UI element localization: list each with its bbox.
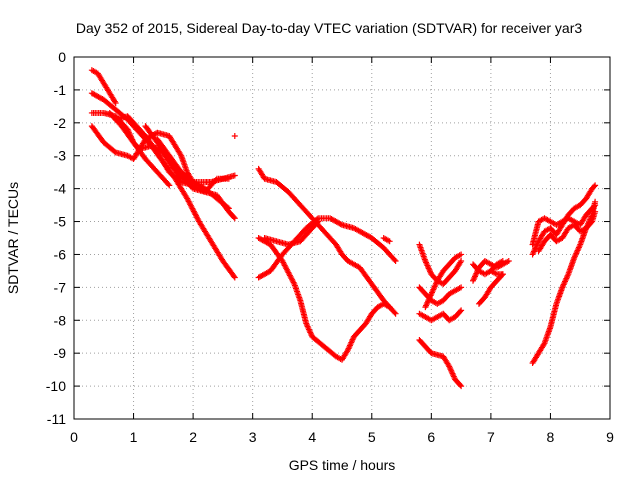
x-tick-label: 5 xyxy=(368,429,376,445)
x-tick-label: 4 xyxy=(308,429,316,445)
chart-title: Day 352 of 2015, Sidereal Day-to-day VTE… xyxy=(76,20,582,36)
data-point xyxy=(592,182,599,189)
y-tick-label: -4 xyxy=(54,181,67,197)
data-point xyxy=(592,208,599,215)
y-tick-label: -10 xyxy=(46,378,66,394)
x-tick-label: 9 xyxy=(606,429,614,445)
data-point xyxy=(231,215,238,222)
data-point xyxy=(231,274,238,281)
data-point xyxy=(231,132,238,139)
data-point xyxy=(457,308,464,315)
data-point xyxy=(386,304,393,311)
data-point xyxy=(337,221,344,228)
data-point xyxy=(499,271,506,278)
data-point xyxy=(505,258,512,265)
y-tick-label: -5 xyxy=(54,214,67,230)
y-axis-label: SDTVAR / TECUs xyxy=(5,182,21,294)
data-point xyxy=(458,251,465,258)
grid-lines xyxy=(74,57,610,419)
data-point xyxy=(230,214,237,221)
data-point xyxy=(231,172,238,179)
data-point xyxy=(591,183,598,190)
data-point xyxy=(458,284,465,291)
y-tick-label: -9 xyxy=(54,345,67,361)
data-point xyxy=(458,383,465,390)
data-point xyxy=(314,219,321,226)
data-point xyxy=(212,176,219,183)
data-point xyxy=(386,238,393,245)
y-tick-label: -8 xyxy=(54,312,67,328)
data-point xyxy=(458,258,465,265)
x-tick-label: 1 xyxy=(130,429,138,445)
data-points xyxy=(88,67,599,390)
data-point xyxy=(112,100,119,107)
data-point xyxy=(391,309,398,316)
data-point xyxy=(178,175,185,182)
data-point xyxy=(592,202,599,209)
x-tick-label: 8 xyxy=(547,429,555,445)
y-tick-label: -11 xyxy=(47,411,66,427)
y-tick-label: -7 xyxy=(54,279,67,295)
x-tick-label: 3 xyxy=(249,429,257,445)
data-point xyxy=(230,273,237,280)
data-point xyxy=(315,218,322,225)
x-axis-label: GPS time / hours xyxy=(289,457,396,473)
data-point xyxy=(458,307,465,314)
x-tick-label: 0 xyxy=(70,429,78,445)
data-point xyxy=(224,204,231,211)
data-point xyxy=(392,258,399,265)
data-point xyxy=(225,205,232,212)
data-point xyxy=(166,182,173,189)
data-point xyxy=(111,148,118,155)
y-tick-label: 0 xyxy=(58,49,66,65)
y-tick-label: -6 xyxy=(54,246,67,262)
y-tick-label: -2 xyxy=(54,115,67,131)
data-point xyxy=(457,381,464,388)
y-tick-label: -3 xyxy=(54,148,67,164)
data-point xyxy=(391,256,398,263)
plot-frame xyxy=(73,56,611,420)
data-point xyxy=(225,175,232,182)
y-tick-label: -1 xyxy=(54,82,67,98)
data-point xyxy=(591,203,598,210)
x-tick-label: 6 xyxy=(427,429,435,445)
x-tick-label: 7 xyxy=(487,429,495,445)
data-point xyxy=(165,181,172,188)
x-tick-label: 2 xyxy=(189,429,197,445)
data-point xyxy=(392,310,399,317)
axes: 0 1 2 3 4 5 6 7 8 9 0 -1 -2 -3 -4 -5 -6 -7 -8 -9 -10 -11 xyxy=(46,49,614,445)
data-point xyxy=(177,174,184,181)
